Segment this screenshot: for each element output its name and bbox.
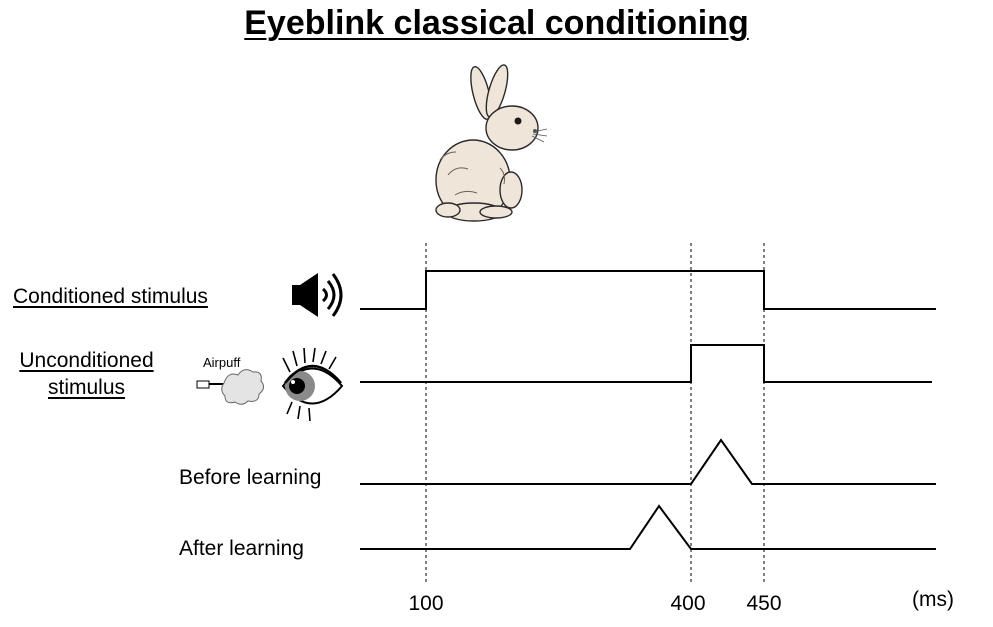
speaker-icon	[292, 273, 343, 317]
airpuff-label: Airpuff	[203, 355, 241, 370]
after-learning-label: After learning	[179, 537, 304, 560]
rabbit-icon	[435, 64, 548, 222]
page-title: Eyeblink classical conditioning	[244, 4, 749, 42]
axis-unit-label: (ms)	[912, 588, 954, 611]
tick-label-100: 100	[408, 592, 444, 615]
before-learning-label: Before learning	[179, 466, 322, 489]
airpuff-icon	[196, 369, 265, 405]
cs-trace	[360, 270, 936, 310]
tick-label-450: 450	[746, 592, 782, 615]
after-learning-trace	[360, 504, 936, 550]
cs-label: Conditioned stimulus	[13, 285, 208, 308]
eye-icon	[281, 347, 344, 422]
tick-label-400: 400	[670, 592, 706, 615]
us-label-line2: stimulus	[47, 376, 126, 399]
us-trace	[360, 344, 932, 383]
before-learning-trace	[360, 438, 936, 485]
us-label-line1: Unconditioned	[19, 349, 154, 372]
